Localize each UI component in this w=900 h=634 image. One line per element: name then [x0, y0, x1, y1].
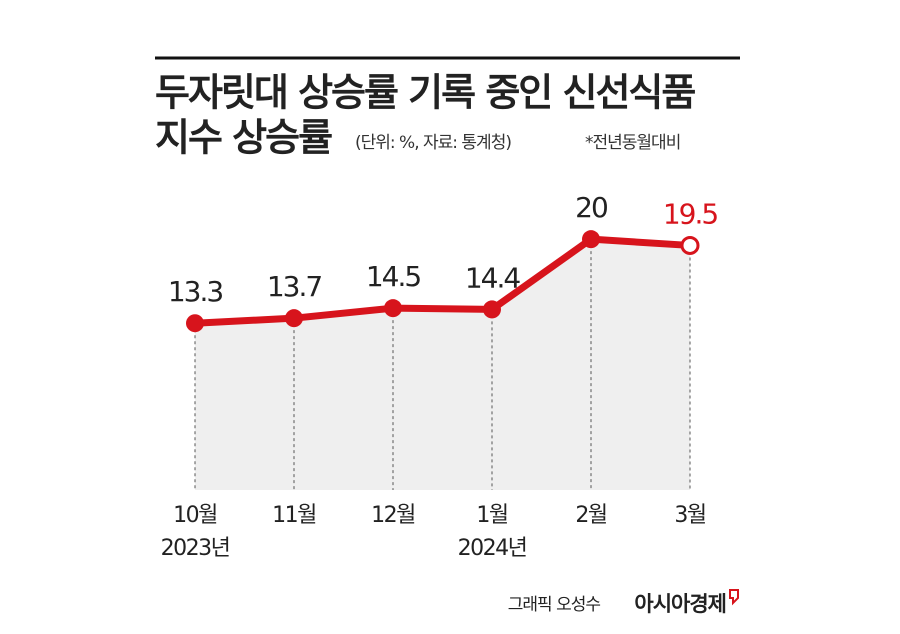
area: [195, 239, 690, 490]
value-label: 20: [575, 191, 607, 224]
brand: 아시아경제: [634, 592, 726, 616]
x-tick-label: 2월: [575, 503, 606, 528]
chart-title-line2: 지수 상승률: [155, 116, 332, 160]
point: [384, 299, 402, 318]
chart-title: 두자릿대 상승률 기록 중인 신선식품: [155, 71, 695, 115]
value-label: 13.3: [168, 275, 223, 308]
value-label: 13.7: [267, 270, 322, 303]
value-label: 14.5: [366, 260, 421, 293]
credit: 그래픽 오성수: [508, 595, 601, 615]
point: [582, 230, 600, 249]
x-tick-label: 3월: [674, 503, 705, 528]
note: *전년동월대비: [585, 133, 680, 153]
line: [194, 235, 691, 327]
point: [680, 235, 700, 255]
value-label: 19.5: [663, 197, 718, 230]
subtitle: (단위: %, 자료: 통계청): [355, 133, 511, 153]
x-year-label: 2023년: [161, 536, 230, 561]
value-label: 14.4: [465, 261, 521, 294]
point: [483, 300, 501, 319]
point: [186, 314, 204, 333]
x-tick-label: 1월: [476, 503, 507, 528]
point: [285, 309, 303, 328]
x-year-label: 2024년: [458, 536, 527, 561]
brand-icon: [729, 589, 739, 606]
x-tick-label: 11월: [272, 503, 316, 528]
x-tick-label: 10월: [173, 503, 217, 528]
x-tick-label: 12월: [371, 503, 415, 528]
